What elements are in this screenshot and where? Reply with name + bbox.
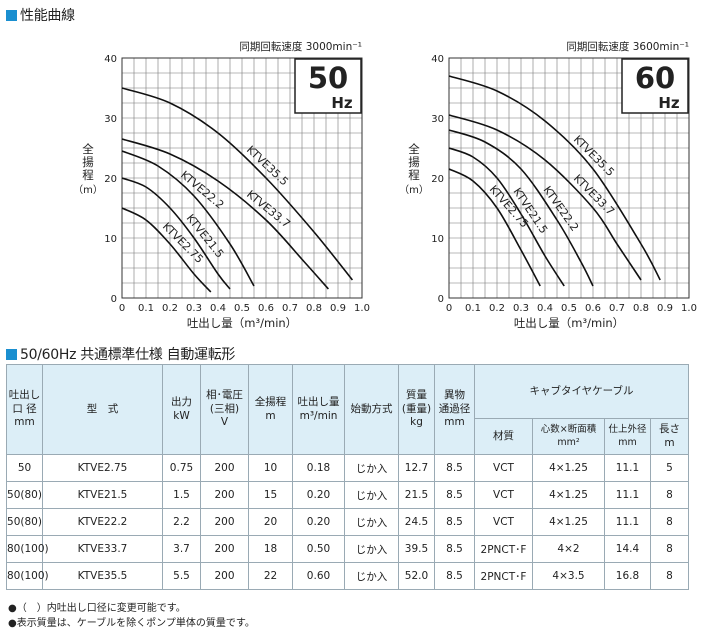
x-axis-label: 吐出し量（m³/min）	[187, 316, 297, 330]
header-mass: 質量 (重量) kg	[398, 364, 435, 455]
header-head: 全揚程 m	[248, 364, 293, 455]
table-row: 50 KTVE2.75 0.75 200 10 0.18 じか入 12.7 8.5 VCT 4×1.…	[6, 454, 689, 482]
series-line-ktve35-5	[121, 87, 354, 281]
table-row: 50(80) KTVE22.2 2.2 200 20 0.20 じか入 24.5 8.5 VCT 4…	[6, 508, 689, 536]
header-cable-material: 材質	[474, 418, 533, 455]
header-cable: キャブタイヤケーブル	[474, 364, 689, 419]
x-tick-label: 0	[119, 303, 125, 314]
series-label: KTVE35.5	[244, 143, 291, 188]
y-tick-label: 10	[431, 234, 444, 245]
header-cable-length: 長さ m	[650, 418, 689, 455]
header-cable-cores: 心数×断面積 mm²	[532, 418, 605, 455]
header-outlet: 吐出し口 径 mm	[6, 364, 43, 455]
series-line-ktve33-7	[448, 114, 642, 281]
x-tick-label: 0.6	[585, 303, 601, 314]
frequency-unit: Hz	[331, 94, 353, 112]
x-tick-label: 0.7	[282, 303, 298, 314]
x-tick-label: 0.1	[138, 303, 154, 314]
header-foreign-passage: 異物 通過径 mm	[434, 364, 475, 455]
x-tick-label: 0.5	[234, 303, 250, 314]
x-tick-label: 0.6	[258, 303, 274, 314]
x-tick-label: 0.2	[489, 303, 505, 314]
series-label: KTVE35.5	[571, 133, 617, 179]
x-tick-label: 0.1	[465, 303, 481, 314]
y-tick-label: 10	[104, 234, 117, 245]
header-cable-diameter: 仕上外径 mm	[604, 418, 651, 455]
x-tick-label: 0.4	[537, 303, 553, 314]
x-tick-label: 0.9	[657, 303, 673, 314]
y-tick-label: 40	[431, 54, 444, 65]
series-line-ktve22-2	[121, 150, 255, 287]
frequency-badge	[294, 58, 362, 114]
y-tick-label: 0	[438, 294, 444, 305]
header-phase-voltage: 相･電圧 (三相) V	[200, 364, 249, 455]
section-title-performance: 性能曲線	[6, 5, 75, 25]
x-tick-label: 0.3	[186, 303, 202, 314]
series-line-ktve35-5	[448, 75, 661, 281]
y-tick-label: 30	[431, 114, 444, 125]
header-flow: 吐出し量 m³/min	[292, 364, 345, 455]
x-tick-label: 0.7	[609, 303, 625, 314]
header-model: 型 式	[42, 364, 163, 455]
y-axis-label: 全揚程（m）	[399, 142, 429, 196]
blue-square-icon	[6, 9, 17, 21]
table-row: 80(100) KTVE35.5 5.5 200 22 0.60 じか入 52.0 8.5 2PN…	[6, 562, 689, 590]
x-tick-label: 1.0	[681, 303, 697, 314]
x-tick-label: 0.9	[330, 303, 346, 314]
y-tick-label: 20	[431, 174, 444, 185]
series-line-ktve22-2	[448, 129, 594, 287]
note-mass: ●表示質量は、ケーブルを除くポンプ単体の質量です。	[8, 618, 255, 629]
frequency-unit: Hz	[658, 94, 680, 112]
frequency-value: 50	[308, 61, 348, 95]
speed-label: 同期回転速度 3600min⁻¹	[566, 40, 689, 53]
performance-charts: 0 0.1 0.2 0.3 0.4 0.5 0.6 0.7 0.8 0.9 1.0 0 10 20 30 40…	[73, 40, 697, 330]
series-line-ktve21-5	[121, 177, 231, 290]
table-row: 50(80) KTVE21.5 1.5 200 15 0.20 じか入 21.5 8.5 VCT 4…	[6, 481, 689, 509]
y-axis-label: 全揚程（m）	[73, 142, 103, 196]
x-tick-label: 0.2	[162, 303, 178, 314]
x-axis-label: 吐出し量（m³/min）	[514, 316, 624, 330]
header-start-method: 始動方式	[344, 364, 399, 455]
frequency-badge	[621, 58, 689, 114]
x-tick-label: 0.4	[210, 303, 226, 314]
note-outlet: ●（ ）内吐出し口径に変更可能です。	[8, 603, 186, 614]
y-tick-label: 30	[104, 114, 117, 125]
speed-label: 同期回転速度 3000min⁻¹	[239, 40, 362, 53]
spec-table: 吐出し口 径 mm 型 式 出力 kW 相･電圧 (三相) V 全揚程 m 吐出し量 m³/…	[6, 364, 689, 590]
table-row: 80(100) KTVE33.7 3.7 200 18 0.50 じか入 39.5 8.5 2PN…	[6, 535, 689, 563]
series-line-ktve21-5	[448, 147, 565, 287]
plot-frame	[448, 57, 690, 299]
x-tick-label: 0	[446, 303, 452, 314]
frequency-value: 60	[635, 61, 675, 95]
y-tick-label: 20	[104, 174, 117, 185]
x-tick-label: 0.3	[513, 303, 529, 314]
series-line-ktve2-75	[121, 207, 212, 293]
x-tick-label: 0.8	[633, 303, 649, 314]
header-output: 出力 kW	[162, 364, 201, 455]
x-tick-label: 0.8	[306, 303, 322, 314]
y-tick-label: 0	[111, 294, 117, 305]
series-line-ktve33-7	[121, 138, 329, 290]
series-label: KTVE33.7	[244, 188, 293, 231]
y-tick-label: 40	[104, 54, 117, 65]
section-title-spec: 50/60Hz 共通標準仕様 自動運転形	[6, 344, 235, 364]
x-tick-label: 1.0	[354, 303, 370, 314]
series-line-ktve2-75	[448, 168, 541, 287]
blue-square-icon	[6, 348, 17, 360]
x-tick-label: 0.5	[561, 303, 577, 314]
